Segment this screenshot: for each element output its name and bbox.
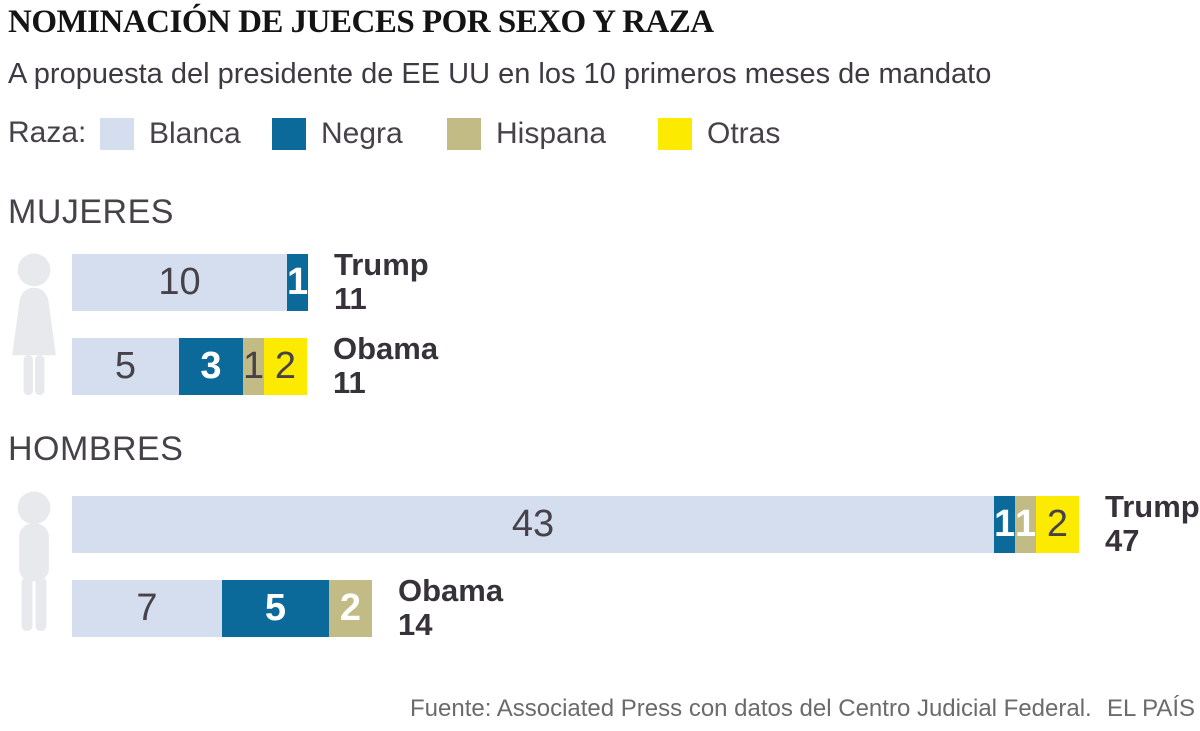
group-heading-mujeres: MUJERES — [8, 193, 174, 231]
president-label: Obama — [333, 331, 439, 366]
legend-item-blanca: Blanca — [100, 112, 241, 151]
stacked-bar: 10 1 — [72, 253, 308, 311]
bar-segment-negra: 1 — [994, 495, 1015, 553]
bar-segment-negra: 1 — [287, 253, 308, 311]
legend-label-blanca: Blanca — [149, 117, 241, 150]
president-label: Obama — [398, 573, 504, 608]
stacked-bar: 43 1 1 2 — [72, 495, 1079, 553]
legend-label-negra: Negra — [321, 117, 403, 150]
legend: Raza: Blanca Negra Hispana Otras — [0, 112, 1200, 154]
negra-swatch — [272, 118, 306, 150]
otras-swatch — [658, 118, 692, 150]
chart-title: NOMINACIÓN DE JUECES POR SEXO Y RAZA — [8, 4, 714, 40]
bar-label: Trump 47 — [1105, 490, 1200, 558]
bar-row-mujeres-trump: 10 1 Trump 11 — [72, 248, 429, 316]
brand-logo: EL PAÍS — [1106, 695, 1195, 722]
bar-segment-negra: 5 — [222, 579, 329, 637]
bar-segment-hispana: 1 — [243, 337, 264, 395]
legend-title: Raza: — [8, 116, 87, 149]
president-label: Trump — [334, 247, 429, 282]
legend-item-hispana: Hispana — [447, 112, 606, 151]
man-icon — [17, 491, 51, 632]
total-label: 11 — [334, 281, 367, 316]
source-credit: Fuente: Associated Press con datos del C… — [410, 695, 1092, 722]
bar-segment-blanca: 43 — [72, 495, 994, 553]
woman-icon — [12, 253, 56, 396]
bar-segment-negra: 3 — [179, 337, 243, 395]
legend-item-otras: Otras — [658, 112, 780, 151]
bar-segment-hispana: 2 — [329, 579, 372, 637]
bar-segment-hispana: 1 — [1015, 495, 1036, 553]
legend-label-otras: Otras — [707, 117, 781, 150]
legend-label-hispana: Hispana — [496, 117, 607, 150]
bar-label: Obama 11 — [333, 332, 438, 400]
bar-segment-blanca: 7 — [72, 579, 222, 637]
chart-subtitle: A propuesta del presidente de EE UU en l… — [8, 58, 992, 90]
bar-segment-otras: 2 — [264, 337, 307, 395]
bar-segment-otras: 2 — [1036, 495, 1079, 553]
bar-row-hombres-trump: 43 1 1 2 Trump 47 — [72, 490, 1200, 558]
total-label: 11 — [333, 365, 366, 400]
bar-segment-blanca: 5 — [72, 337, 179, 395]
hispana-swatch — [447, 118, 481, 150]
total-label: 47 — [1105, 523, 1140, 558]
blanca-swatch — [100, 118, 134, 150]
legend-item-negra: Negra — [272, 112, 403, 151]
bar-segment-blanca: 10 — [72, 253, 287, 311]
total-label: 14 — [398, 607, 433, 642]
president-label: Trump — [1105, 489, 1200, 524]
group-heading-hombres: HOMBRES — [8, 430, 184, 468]
bar-label: Obama 14 — [398, 574, 503, 642]
bar-label: Trump 11 — [334, 248, 429, 316]
